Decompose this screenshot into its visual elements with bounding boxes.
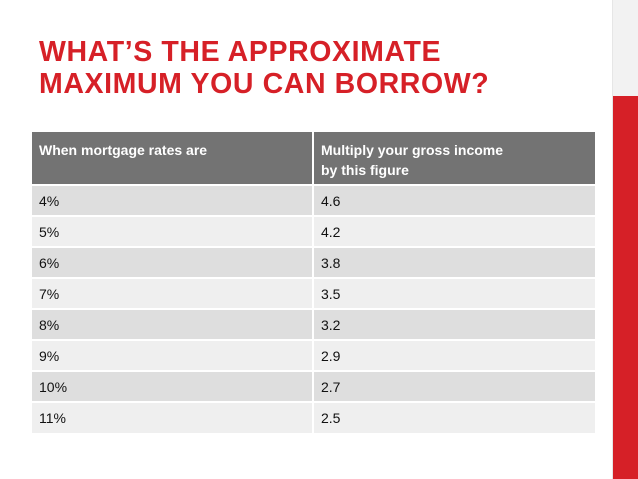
table-row: 7% 3.5 — [32, 277, 595, 309]
rate-multiplier-table: When mortgage rates are Multiply your gr… — [32, 132, 595, 433]
header-mortgage-rate: When mortgage rates are — [32, 132, 314, 185]
multiplier-cell: 2.9 — [313, 339, 595, 371]
multiplier-cell: 4.6 — [313, 184, 595, 216]
table-row: 9% 2.9 — [32, 339, 595, 371]
table-row: 11% 2.5 — [32, 401, 595, 433]
slide-title-line-1: WHAT’S THE APPROXIMATE — [39, 36, 442, 68]
rate-cell: 8% — [32, 308, 314, 340]
rate-cell: 6% — [32, 246, 314, 278]
table-row: 6% 3.8 — [32, 246, 595, 278]
slide-title-line-2: MAXIMUM YOU CAN BORROW? — [39, 68, 490, 100]
side-divider — [612, 0, 613, 479]
side-accent-light — [613, 0, 638, 96]
rate-cell: 7% — [32, 277, 314, 309]
side-accent-bar — [613, 0, 638, 479]
rate-cell: 10% — [32, 370, 314, 402]
table-row: 8% 3.2 — [32, 308, 595, 340]
table-header-row: When mortgage rates are Multiply your gr… — [32, 132, 595, 185]
rate-cell: 11% — [32, 401, 314, 433]
multiplier-cell: 3.8 — [313, 246, 595, 278]
table-row: 10% 2.7 — [32, 370, 595, 402]
header-income-multiplier: Multiply your gross income by this figur… — [313, 132, 595, 185]
table-row: 4% 4.6 — [32, 184, 595, 216]
rate-cell: 9% — [32, 339, 314, 371]
multiplier-cell: 2.5 — [313, 401, 595, 433]
slide-title: WHAT’S THE APPROXIMATE MAXIMUM YOU CAN B… — [39, 36, 599, 100]
table-row: 5% 4.2 — [32, 215, 595, 247]
multiplier-cell: 4.2 — [313, 215, 595, 247]
side-accent-red — [613, 96, 638, 479]
multiplier-cell: 3.2 — [313, 308, 595, 340]
rate-cell: 5% — [32, 215, 314, 247]
multiplier-cell: 3.5 — [313, 277, 595, 309]
rate-cell: 4% — [32, 184, 314, 216]
multiplier-cell: 2.7 — [313, 370, 595, 402]
